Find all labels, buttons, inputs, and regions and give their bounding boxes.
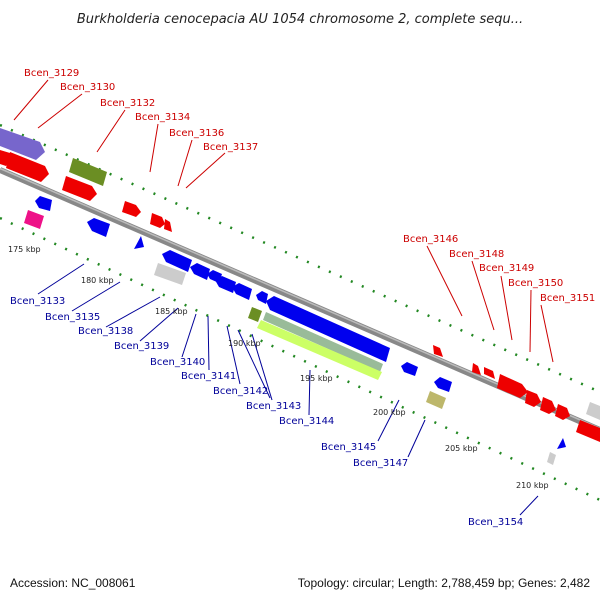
gene-feature[interactable] <box>426 391 446 409</box>
gene-feature[interactable] <box>190 263 210 280</box>
gene-feature[interactable] <box>484 367 495 379</box>
gene-label[interactable]: Bcen_3143 <box>246 401 301 412</box>
gene-label[interactable]: Bcen_3154 <box>468 517 523 528</box>
gene-feature[interactable] <box>263 312 383 372</box>
gene-label[interactable]: Bcen_3141 <box>181 371 236 382</box>
gene-feature[interactable] <box>540 397 556 414</box>
gene-label[interactable]: Bcen_3151 <box>540 293 595 304</box>
position-tick-labels: 175 kbp 180 kbp 185 kbp 190 kbp 195 kbp … <box>8 245 549 490</box>
reverse-strand-genes <box>24 196 566 465</box>
genome-summary-text: Topology: circular; Length: 2,788,459 bp… <box>297 576 590 590</box>
gene-feature[interactable] <box>134 236 144 249</box>
tick-track-inner <box>0 216 600 502</box>
gene-feature[interactable] <box>497 374 528 398</box>
tick-label: 200 kbp <box>373 408 406 417</box>
gene-feature[interactable] <box>62 176 97 201</box>
tick-label: 205 kbp <box>445 444 478 453</box>
gene-feature[interactable] <box>232 283 252 300</box>
map-title: Burkholderia cenocepacia AU 1054 chromos… <box>77 12 523 27</box>
gene-label[interactable]: Bcen_3136 <box>169 128 224 139</box>
gene-feature[interactable] <box>472 363 481 375</box>
gene-feature[interactable] <box>35 196 52 211</box>
gene-feature[interactable] <box>0 128 45 160</box>
forward-strand-genes <box>0 128 600 442</box>
gene-feature[interactable] <box>256 291 268 304</box>
gene-label[interactable]: Bcen_3144 <box>279 416 334 427</box>
accession-text: Accession: NC_008061 <box>10 576 136 590</box>
gene-label[interactable]: Bcen_3140 <box>150 357 205 368</box>
gene-label[interactable]: Bcen_3132 <box>100 98 155 109</box>
gene-label[interactable]: Bcen_3145 <box>321 442 376 453</box>
forward-gene-labels: Bcen_3129 Bcen_3130 Bcen_3132 Bcen_3134 … <box>24 68 595 304</box>
gene-feature[interactable] <box>122 201 141 217</box>
gene-feature[interactable] <box>433 345 443 357</box>
gene-label[interactable]: Bcen_3149 <box>479 263 534 274</box>
gene-label[interactable]: Bcen_3134 <box>135 112 190 123</box>
tick-label: 185 kbp <box>155 307 188 316</box>
gene-feature[interactable] <box>215 276 236 293</box>
gene-label[interactable]: Bcen_3133 <box>10 296 65 307</box>
gene-label[interactable]: Bcen_3142 <box>213 386 268 397</box>
gene-label[interactable]: Bcen_3129 <box>24 68 79 79</box>
gene-feature[interactable] <box>266 296 390 362</box>
gene-label[interactable]: Bcen_3147 <box>353 458 408 469</box>
gene-feature[interactable] <box>576 420 600 442</box>
gene-feature[interactable] <box>434 377 452 392</box>
gene-feature[interactable] <box>154 263 186 285</box>
gene-label[interactable]: Bcen_3139 <box>114 341 169 352</box>
tick-label: 210 kbp <box>516 481 549 490</box>
tick-label: 180 kbp <box>81 276 114 285</box>
gene-label[interactable]: Bcen_3130 <box>60 82 115 93</box>
gene-label[interactable]: Bcen_3138 <box>78 326 133 337</box>
gene-label[interactable]: Bcen_3146 <box>403 234 458 245</box>
gene-feature[interactable] <box>401 362 418 376</box>
gene-feature[interactable] <box>257 320 382 380</box>
reverse-gene-labels: Bcen_3133 Bcen_3135 Bcen_3138 Bcen_3139 … <box>10 296 523 528</box>
gene-feature[interactable] <box>164 219 172 232</box>
gene-label[interactable]: Bcen_3148 <box>449 249 504 260</box>
tick-label: 195 kbp <box>300 374 333 383</box>
forward-callouts <box>13 79 554 363</box>
gene-label[interactable]: Bcen_3135 <box>45 312 100 323</box>
gene-feature[interactable] <box>547 452 556 465</box>
gene-feature[interactable] <box>557 438 566 449</box>
reverse-callouts <box>37 263 539 516</box>
gene-feature[interactable] <box>69 158 107 186</box>
gene-feature[interactable] <box>248 307 262 322</box>
gene-feature[interactable] <box>555 404 570 420</box>
gene-feature[interactable] <box>87 218 110 237</box>
gene-feature[interactable] <box>150 213 165 228</box>
gene-feature[interactable] <box>6 152 49 182</box>
gene-feature[interactable] <box>586 402 600 420</box>
gene-label[interactable]: Bcen_3150 <box>508 278 563 289</box>
gene-feature[interactable] <box>24 210 44 229</box>
gene-feature[interactable] <box>162 250 192 272</box>
tick-label: 175 kbp <box>8 245 41 254</box>
gene-feature[interactable] <box>525 390 541 407</box>
gene-label[interactable]: Bcen_3137 <box>203 142 258 153</box>
tick-label: 190 kbp <box>228 339 261 348</box>
